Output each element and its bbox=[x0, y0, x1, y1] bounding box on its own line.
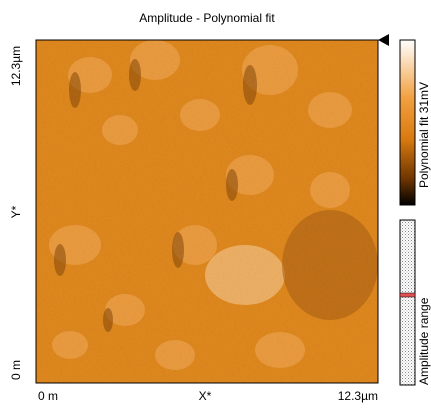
afm-view: Amplitude - Polynomial fit 12.3µm Y* 0 m… bbox=[0, 0, 431, 413]
y-max-label: 12.3µm bbox=[9, 46, 23, 86]
x-axis-label: X* bbox=[199, 389, 212, 403]
range-bar-label: Amplitude range bbox=[417, 297, 431, 385]
amplitude-image bbox=[36, 40, 378, 383]
y-axis-label: Y* bbox=[9, 205, 23, 218]
color-bar bbox=[400, 40, 415, 205]
x-min-label: 0 m bbox=[38, 389, 58, 403]
range-handle[interactable] bbox=[400, 293, 415, 297]
range-bar[interactable] bbox=[400, 220, 415, 385]
range-marker[interactable] bbox=[378, 34, 389, 46]
x-max-label: 12.3µm bbox=[338, 389, 378, 403]
y-min-label: 0 m bbox=[9, 360, 23, 380]
color-bar-label: Polynomial fit 31mV bbox=[417, 82, 431, 188]
plot-title: Amplitude - Polynomial fit bbox=[139, 11, 275, 25]
